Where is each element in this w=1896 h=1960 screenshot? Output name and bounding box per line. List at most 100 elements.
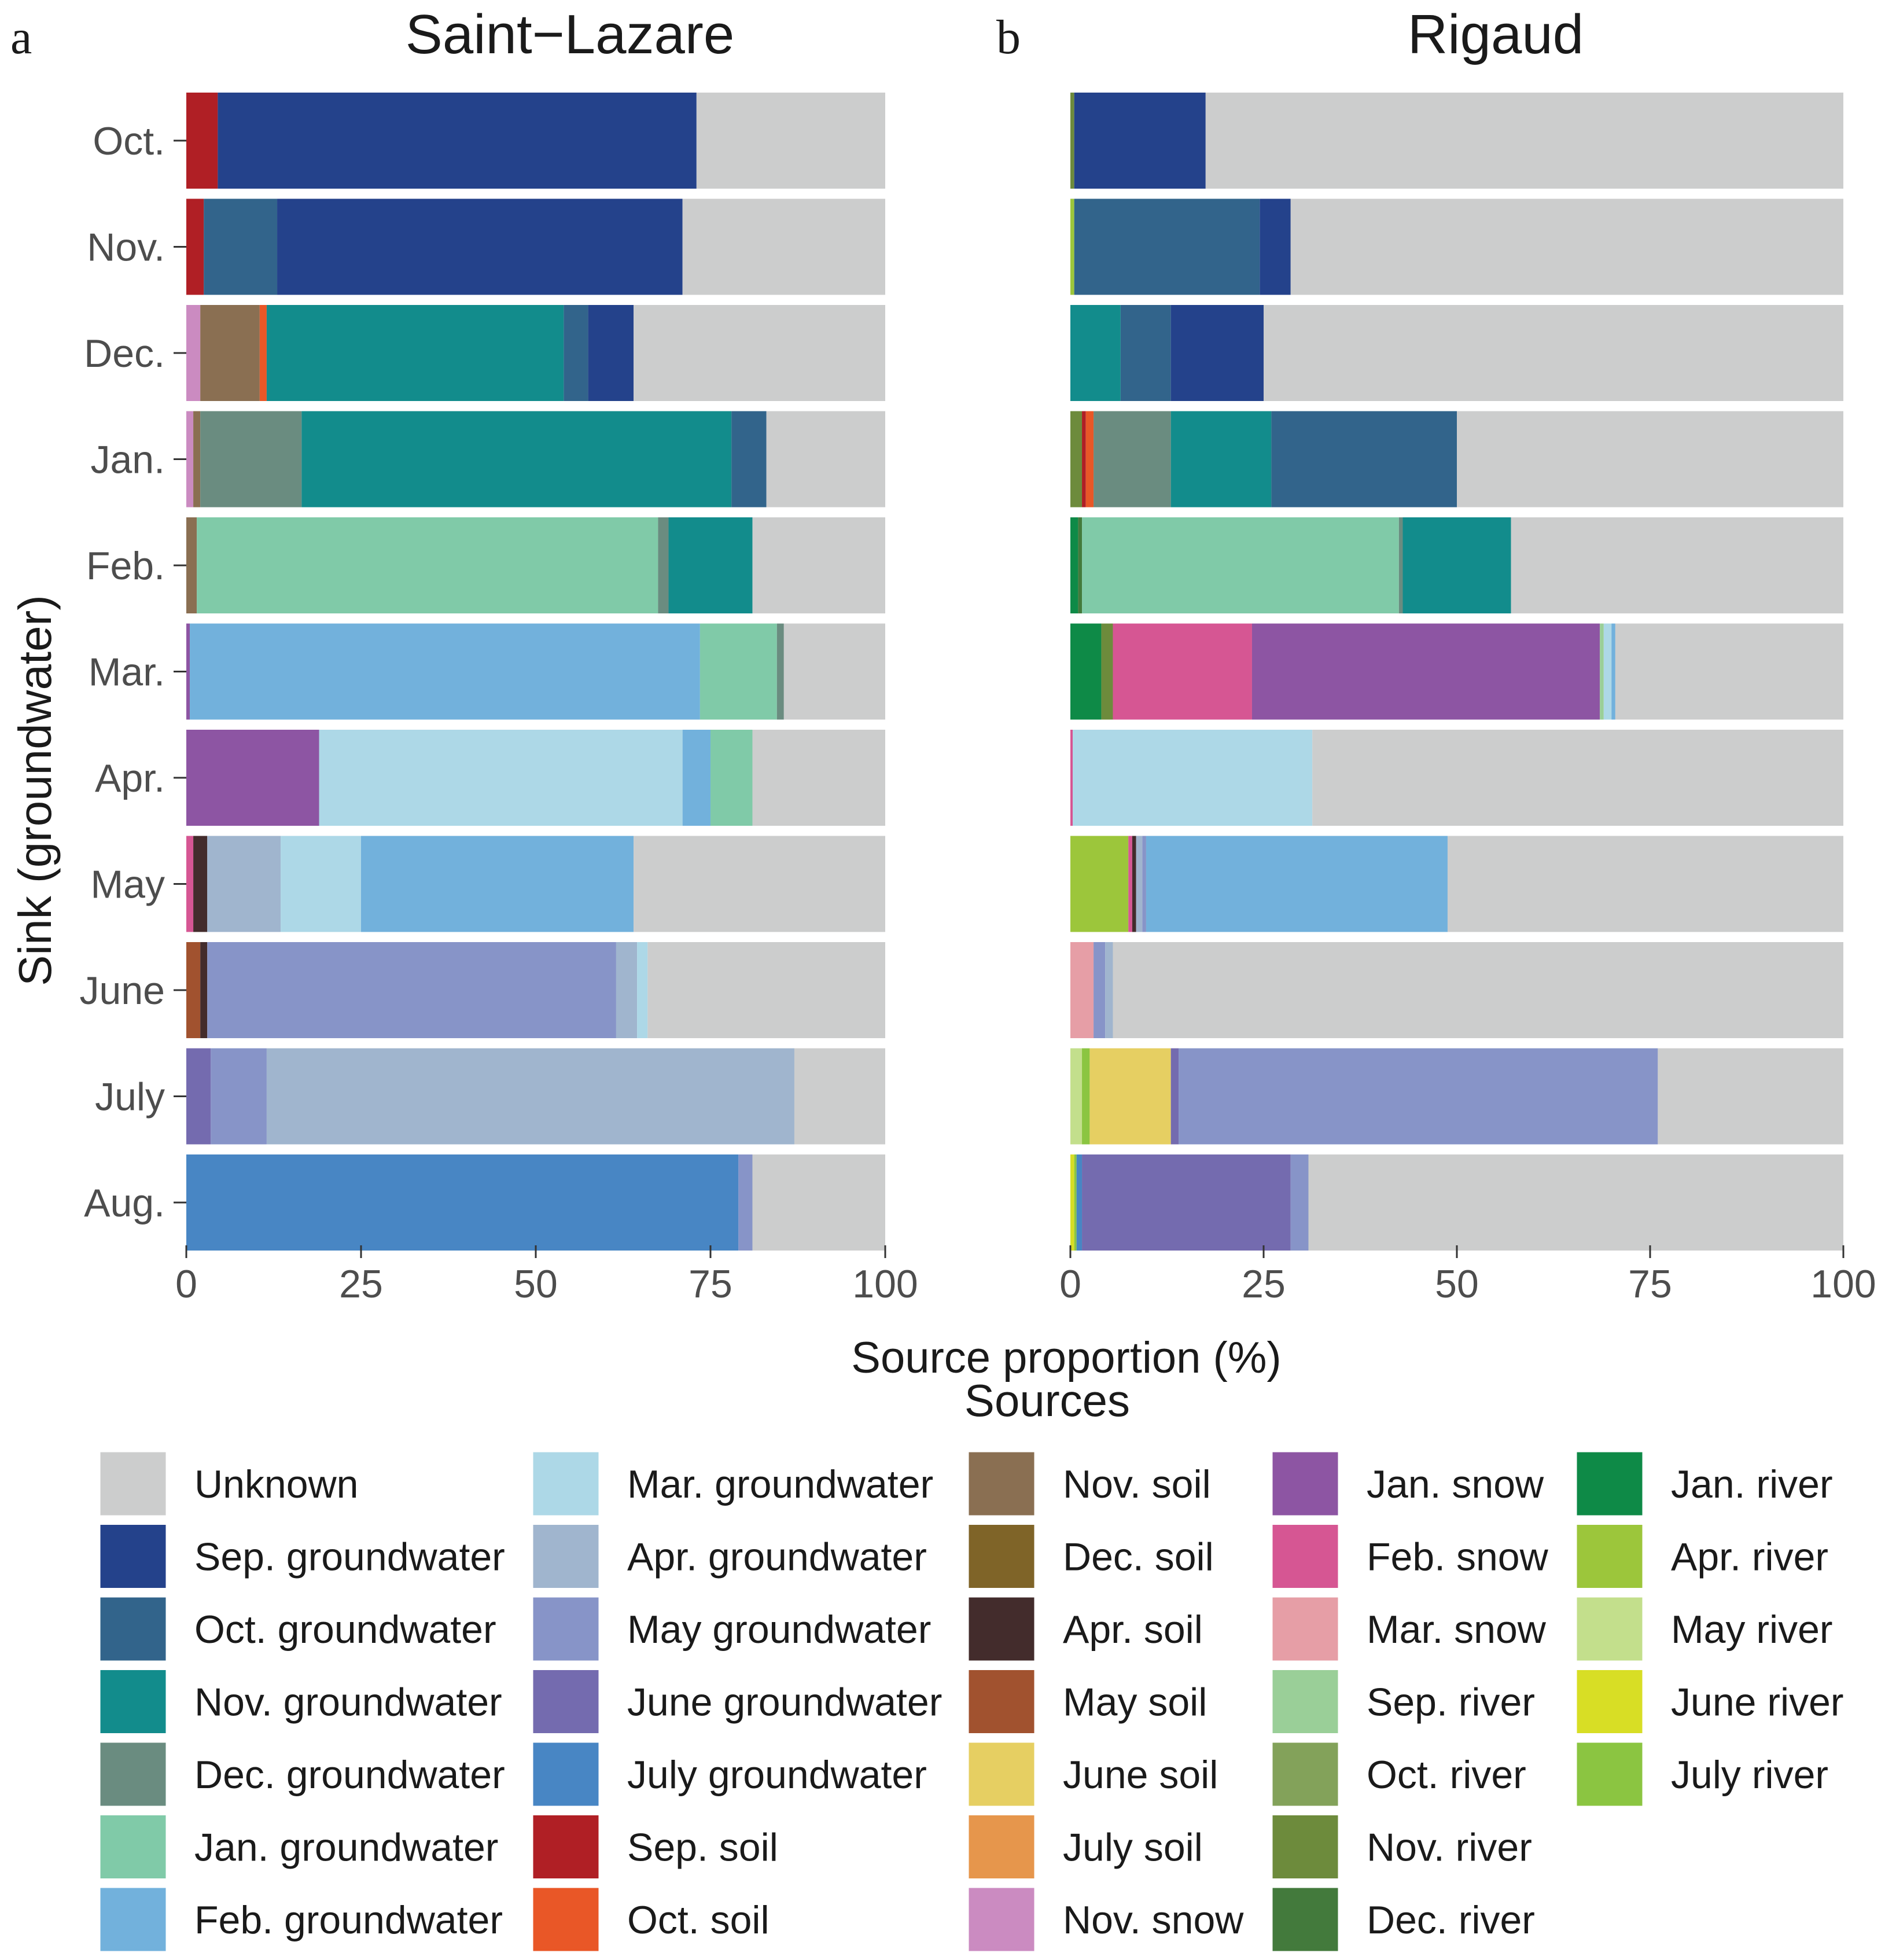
legend-swatch-nov-soil: [967, 1450, 1036, 1517]
panel-b-bar-feb-nov-groundwater: [1402, 517, 1511, 613]
legend-swatch-june-river: [1575, 1668, 1644, 1735]
panel-a-x-tick-label-75: 75: [689, 1262, 732, 1306]
legend-label-oct-river: Oct. river: [1367, 1753, 1526, 1797]
panel-a-bar-jan-nov-groundwater: [301, 411, 732, 508]
panel-b-bar-may-apr-river: [1070, 836, 1129, 932]
panel-a-bar-nov-unknown: [682, 198, 885, 295]
legend-swatch-nov-river: [1271, 1814, 1340, 1880]
panel-a-bar-mar-jan-groundwater: [700, 623, 777, 720]
panel-b-bar-nov-apr-river: [1070, 198, 1074, 295]
panel-b-bar-aug-july-river: [1074, 1154, 1077, 1251]
panel-b-bar-aug-july-groundwater: [1076, 1154, 1083, 1251]
panel-a-bar-feb-dec-groundwater: [658, 517, 669, 613]
legend-label-nov-groundwater: Nov. groundwater: [194, 1680, 502, 1724]
legend-swatch-june-soil: [967, 1741, 1036, 1808]
category-label-oct: Oct.: [93, 119, 165, 163]
legend-swatch-sep-river: [1271, 1668, 1340, 1735]
legend-swatch-feb-groundwater: [98, 1886, 168, 1953]
panel-b: b Rigaud 0 25 50 75 100: [996, 3, 1876, 1306]
panel-a-bar-mar-unknown: [783, 623, 885, 720]
legend-label-sep-river: Sep. river: [1367, 1680, 1535, 1724]
panel-a-x-tick-label-50: 50: [514, 1262, 558, 1306]
panel-a-bar-apr-jan-groundwater: [710, 730, 753, 826]
legend-label-mar-groundwater: Mar. groundwater: [627, 1462, 933, 1506]
legend-swatch-may-river: [1575, 1595, 1644, 1663]
panel-a-bar-june-unknown: [647, 942, 885, 1038]
panel-a-bar-dec-nov-groundwater: [266, 305, 564, 401]
legend-swatch-dec-river: [1271, 1886, 1340, 1953]
panel-b-letter: b: [996, 10, 1021, 64]
legend-label-unknown: Unknown: [194, 1462, 359, 1506]
panel-a-bar-june-may-groundwater: [207, 942, 616, 1038]
legend-title: Sources: [964, 1375, 1130, 1426]
panel-a-bar-oct-unknown: [696, 93, 885, 189]
legend-swatch-nov-groundwater: [98, 1668, 168, 1735]
category-label-nov: Nov.: [87, 226, 165, 270]
panel-b-x-tick-label-75: 75: [1628, 1262, 1672, 1306]
panel-b-bar-may-may-groundwater: [1142, 836, 1146, 932]
category-label-aug: Aug.: [84, 1181, 165, 1225]
panel-a-bar-nov-oct-groundwater: [204, 198, 278, 295]
legend-swatch-july-river: [1575, 1741, 1644, 1808]
panel-b-bar-dec-oct-groundwater: [1120, 305, 1171, 401]
panel-b-bar-feb-jan-groundwater: [1082, 517, 1399, 613]
panel-a-bars: [186, 93, 885, 1251]
panel-b-bar-mar-feb-snow: [1113, 623, 1252, 720]
panel-a: a Saint−Lazare Oct. Nov. Dec. Jan. Feb. Mar. A…: [10, 3, 918, 1306]
panel-a-bar-feb-nov-soil: [186, 517, 197, 613]
legend-swatch-jan-river: [1575, 1450, 1644, 1517]
panel-b-bar-may-feb-groundwater: [1146, 836, 1448, 932]
legend-label-sep-soil: Sep. soil: [627, 1826, 778, 1870]
panel-a-letter: a: [10, 10, 32, 64]
x-axis-title: Source proportion (%): [851, 1333, 1281, 1382]
panel-a-bar-july-apr-groundwater: [266, 1048, 794, 1145]
panel-a-bar-mar-feb-groundwater: [190, 623, 700, 720]
legend-label-june-soil: June soil: [1063, 1753, 1218, 1797]
legend-swatch-sep-groundwater: [98, 1523, 168, 1590]
category-label-june: June: [80, 969, 165, 1013]
legend-swatch-apr-soil: [967, 1595, 1036, 1663]
panel-b-bar-nov-sep-groundwater: [1260, 198, 1291, 295]
panel-b-bar-jan-oct-groundwater: [1271, 411, 1457, 508]
panel-b-x-tick-label-25: 25: [1242, 1262, 1286, 1306]
legend-label-feb-groundwater: Feb. groundwater: [194, 1898, 503, 1942]
panel-b-title: Rigaud: [1408, 3, 1584, 65]
legend-swatch-oct-groundwater: [98, 1595, 168, 1663]
panel-a-bar-dec-oct-soil: [259, 305, 267, 401]
panel-b-bar-jan-nov-river: [1070, 411, 1083, 508]
legend-swatch-june-groundwater: [531, 1668, 601, 1735]
legend-swatch-apr-river: [1575, 1523, 1644, 1590]
y-axis-title: Sink (groundwater): [9, 595, 61, 986]
legend-swatch-mar-groundwater: [531, 1450, 601, 1517]
panel-a-bar-may-apr-soil: [193, 836, 208, 932]
panel-a-bar-mar-jan-snow: [186, 623, 190, 720]
panel-a-bar-jan-nov-snow: [186, 411, 194, 508]
panel-a-bar-may-apr-groundwater: [207, 836, 281, 932]
legend-swatch-may-groundwater: [531, 1595, 601, 1663]
panel-b-bar-mar-jan-snow: [1251, 623, 1600, 720]
panel-b-bar-mar-sep-river: [1600, 623, 1604, 720]
panel-b-bar-jan-nov-groundwater: [1170, 411, 1272, 508]
category-label-may: May: [91, 863, 165, 907]
legend-label-july-soil: July soil: [1063, 1826, 1203, 1870]
legend-label-jan-snow: Jan. snow: [1367, 1462, 1544, 1506]
legend-swatch-july-groundwater: [531, 1741, 601, 1808]
panel-a-bar-dec-nov-soil: [200, 305, 260, 401]
panel-b-bar-oct-nov-river: [1070, 93, 1074, 189]
legend-label-may-soil: May soil: [1063, 1680, 1207, 1724]
legend-label-oct-soil: Oct. soil: [627, 1898, 770, 1942]
panel-b-bar-oct-sep-groundwater: [1074, 93, 1206, 189]
legend-label-jan-river: Jan. river: [1671, 1462, 1833, 1506]
panel-a-bar-apr-feb-groundwater: [682, 730, 710, 826]
panel-a-bar-aug-may-groundwater: [738, 1154, 753, 1251]
panel-b-bar-mar-feb-groundwater: [1611, 623, 1615, 720]
panel-b-bar-aug-june-groundwater: [1082, 1154, 1291, 1251]
panel-b-bar-aug-june-river: [1070, 1154, 1074, 1251]
panel-b-x-tick-label-50: 50: [1435, 1262, 1479, 1306]
panel-a-bar-july-may-groundwater: [211, 1048, 267, 1145]
panel-b-bar-apr-unknown: [1312, 730, 1843, 826]
panel-b-bar-feb-dec-groundwater: [1398, 517, 1403, 613]
panel-b-bar-mar-unknown: [1615, 623, 1843, 720]
legend-label-apr-soil: Apr. soil: [1063, 1608, 1203, 1652]
